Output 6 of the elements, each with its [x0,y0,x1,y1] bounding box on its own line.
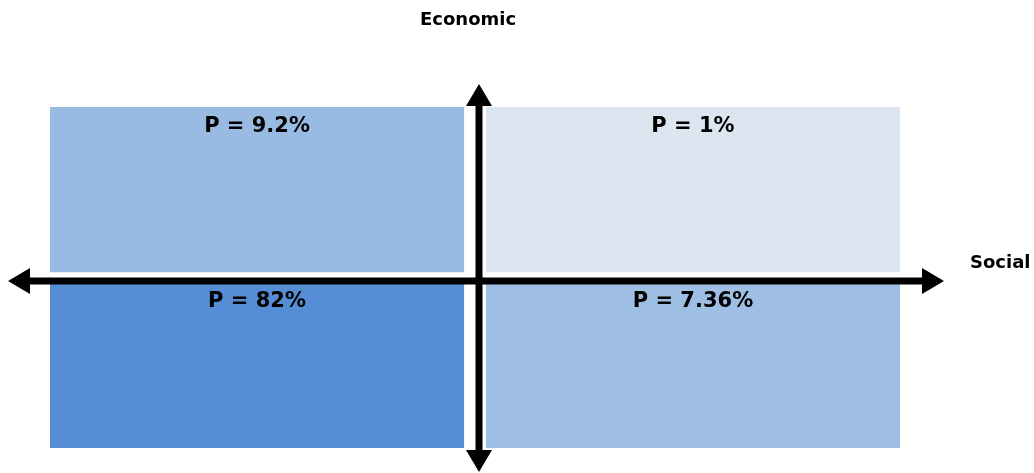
data-label: P = 82% [208,288,306,313]
y-axis-title: Economic [420,8,517,29]
data-label: P = 7.36% [632,288,754,313]
data-label: P = 1% [651,112,735,137]
data-label: P = 9.2% [204,112,310,137]
x-axis-title: Social [970,251,1031,272]
